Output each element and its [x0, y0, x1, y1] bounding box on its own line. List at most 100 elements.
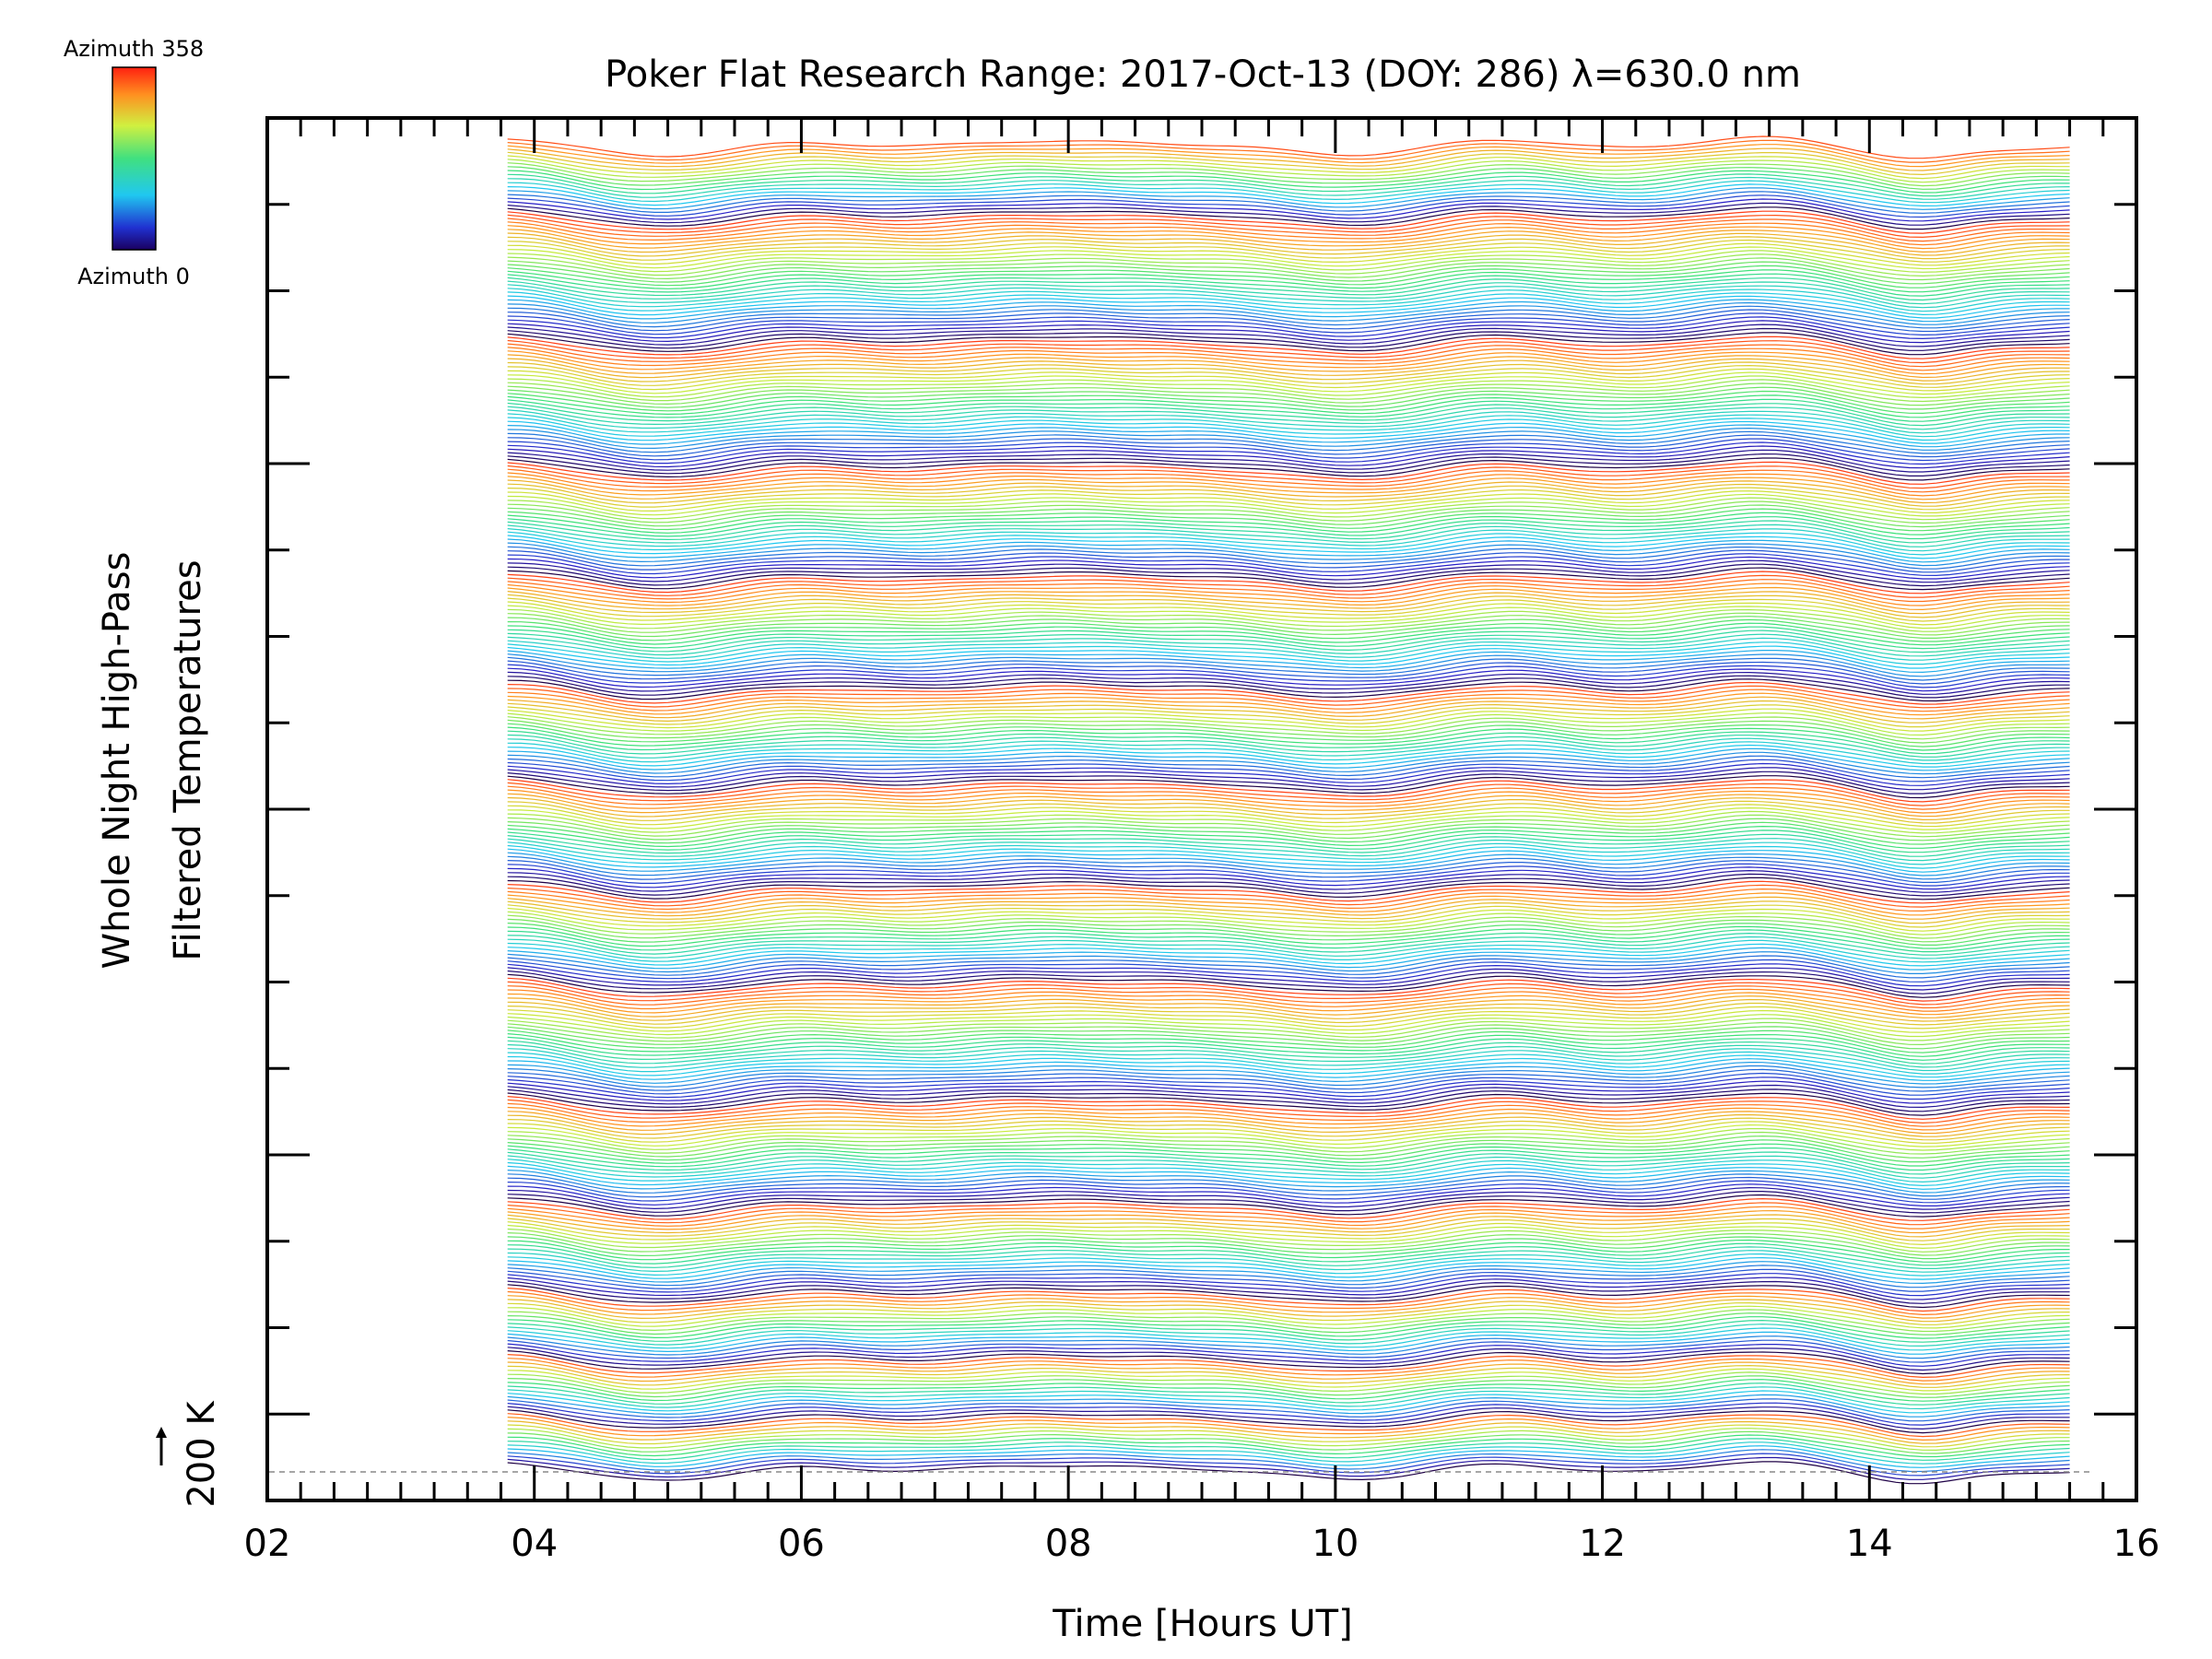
temperature-trace — [507, 1239, 2070, 1263]
temperature-trace — [507, 645, 2070, 669]
temperature-trace — [507, 947, 2070, 971]
temperature-trace — [507, 767, 2070, 791]
temperature-trace — [507, 692, 2070, 716]
temperature-trace — [507, 1214, 2070, 1238]
temperature-trace — [507, 413, 2070, 438]
temperature-trace — [507, 918, 2070, 943]
temperature-trace — [507, 793, 2070, 818]
temperature-trace — [507, 914, 2070, 939]
temperature-trace — [507, 1265, 2070, 1288]
temperature-trace — [507, 734, 2070, 758]
temperature-trace — [507, 1202, 2070, 1226]
temperature-trace — [507, 744, 2070, 768]
temperature-trace — [507, 445, 2070, 469]
temperature-trace — [507, 1209, 2070, 1234]
x-tick-label: 10 — [1312, 1523, 1359, 1565]
temperature-trace — [507, 273, 2070, 297]
temperature-trace — [507, 176, 2070, 200]
temperature-trace — [507, 364, 2070, 388]
temperature-trace — [507, 1424, 2070, 1448]
temperature-trace — [507, 1121, 2070, 1144]
temperature-trace — [507, 1002, 2070, 1026]
x-tick-label: 12 — [1579, 1523, 1626, 1565]
temperature-trace — [507, 664, 2070, 688]
temperature-trace — [507, 612, 2070, 636]
temperature-trace — [507, 417, 2070, 441]
temperature-trace — [507, 206, 2070, 230]
temperature-trace — [507, 1316, 2070, 1339]
temperature-trace — [507, 1309, 2070, 1333]
temperature-trace — [507, 225, 2070, 250]
temperature-trace — [507, 678, 2070, 702]
temperature-trace — [507, 712, 2070, 736]
temperature-trace — [507, 180, 2070, 204]
temperature-trace — [507, 549, 2070, 573]
temperature-trace — [507, 1040, 2070, 1065]
temperature-trace — [507, 841, 2070, 865]
temperature-trace — [507, 386, 2070, 410]
temperature-trace — [507, 935, 2070, 959]
temperature-trace — [507, 368, 2070, 392]
temperature-trace — [507, 465, 2070, 489]
temperature-trace — [507, 605, 2070, 629]
temperature-trace — [507, 265, 2070, 288]
temperature-trace — [507, 932, 2070, 956]
temperature-trace — [507, 1143, 2070, 1167]
temperature-trace — [507, 622, 2070, 646]
temperature-trace — [507, 671, 2070, 695]
temperature-trace — [507, 814, 2070, 838]
x-tick-label: 04 — [511, 1523, 558, 1565]
temperature-trace — [507, 608, 2070, 632]
temperature-trace — [507, 1273, 2070, 1297]
temperature-trace — [507, 1186, 2070, 1210]
temperature-trace — [507, 1106, 2070, 1131]
temperature-trace — [507, 1284, 2070, 1309]
temperature-trace — [507, 542, 2070, 567]
temperature-trace — [507, 339, 2070, 364]
temperature-trace — [507, 288, 2070, 312]
temperature-trace — [507, 755, 2070, 779]
temperature-trace — [507, 1170, 2070, 1194]
temperature-trace — [507, 951, 2070, 974]
temperature-trace — [507, 1441, 2070, 1465]
temperature-trace — [507, 1256, 2070, 1280]
temperature-trace — [507, 1194, 2070, 1218]
temperature-trace — [507, 1361, 2070, 1385]
temperature-trace — [507, 173, 2070, 197]
x-tick-labels: 02 04 06 08 10 12 14 16 — [244, 1523, 2160, 1565]
temperature-trace — [507, 479, 2070, 504]
temperature-trace — [507, 553, 2070, 577]
temperature-trace — [507, 335, 2070, 359]
temperature-trace — [507, 629, 2070, 653]
temperature-trace — [507, 1099, 2070, 1124]
colorbar: Azimuth 358 Azimuth 0 — [64, 36, 204, 289]
temperature-trace — [507, 327, 2070, 351]
temperature-trace — [507, 1288, 2070, 1312]
temperature-trace — [507, 476, 2070, 500]
temperature-trace — [507, 810, 2070, 834]
temperature-trace — [507, 508, 2070, 532]
temperature-trace — [507, 1080, 2070, 1104]
temperature-trace — [507, 257, 2070, 281]
temperature-trace — [507, 1014, 2070, 1038]
temperature-trace — [507, 1339, 2070, 1363]
temperature-trace — [507, 1390, 2070, 1414]
temperature-trace — [507, 1398, 2070, 1422]
temperature-trace — [507, 830, 2070, 853]
temperature-trace — [507, 1206, 2070, 1230]
temperature-trace — [507, 759, 2070, 782]
temperature-trace — [507, 1159, 2070, 1183]
temperature-trace — [507, 633, 2070, 657]
colorbar-gradient — [112, 66, 157, 251]
temperature-trace — [507, 1312, 2070, 1335]
temperature-trace — [507, 1428, 2070, 1452]
temperature-trace — [507, 1135, 2070, 1159]
temperature-trace — [507, 963, 2070, 987]
temperature-trace — [507, 660, 2070, 685]
temperature-trace — [507, 704, 2070, 728]
temperature-trace — [507, 844, 2070, 869]
temperature-trace — [507, 461, 2070, 485]
temperature-trace — [507, 667, 2070, 692]
temperature-trace — [507, 457, 2070, 481]
temperature-trace — [507, 995, 2070, 1018]
